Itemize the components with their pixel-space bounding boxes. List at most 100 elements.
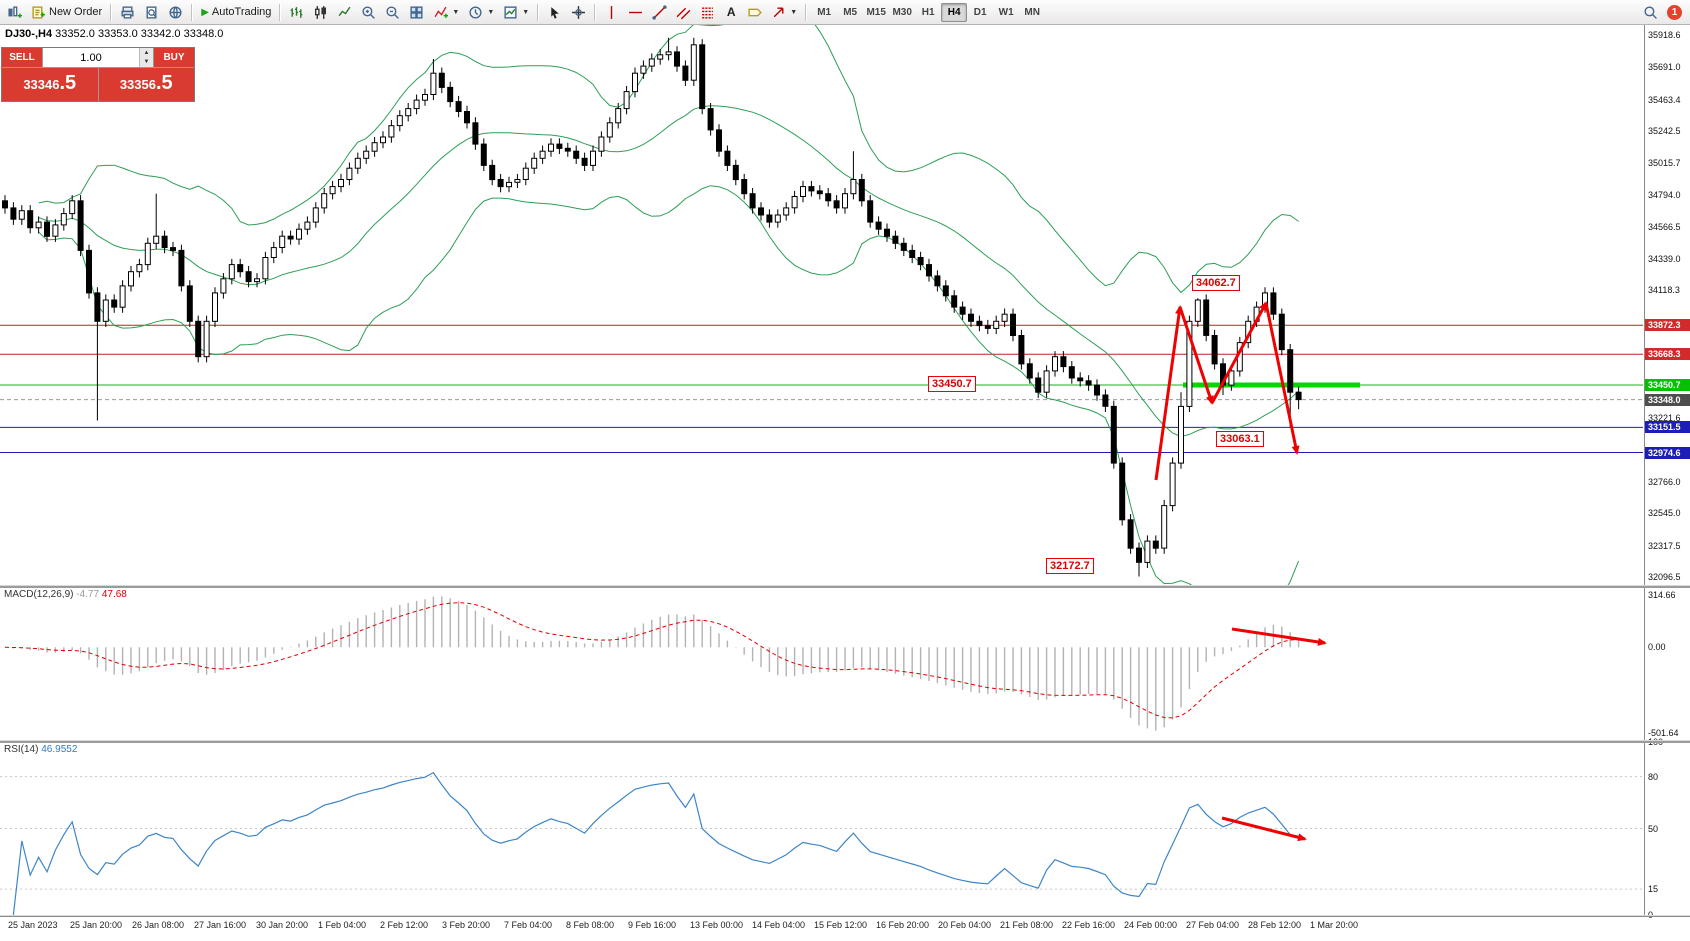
fibonacci-button[interactable] (696, 2, 719, 22)
autotrading-label: AutoTrading (211, 6, 272, 18)
globe-icon (169, 5, 182, 19)
date-tick: 22 Feb 16:00 (1062, 920, 1116, 930)
timeframe-m1[interactable]: M1 (811, 3, 837, 22)
bar-chart-button[interactable] (285, 2, 308, 22)
buy-price-frac: .5 (155, 72, 173, 94)
print-preview-icon (146, 5, 158, 19)
toolbar-separator (191, 3, 194, 21)
price-annotation[interactable]: 33450.7 (928, 376, 976, 392)
text-button[interactable]: A (720, 2, 742, 22)
sell-button[interactable]: SELL (2, 48, 42, 67)
rsi-pane[interactable]: RSI(14) 46.9552 (0, 742, 1643, 915)
price-chart-pane[interactable]: DJ30-,H4 33352.0 33353.0 33342.0 33348.0… (0, 25, 1643, 585)
search-button[interactable] (1639, 2, 1662, 22)
volume-input[interactable] (43, 48, 139, 67)
price-annotation[interactable]: 34062.7 (1192, 275, 1240, 291)
autotrading-button[interactable]: ▶ AutoTrading (197, 2, 275, 22)
volume-down-button[interactable]: ▼ (140, 57, 153, 67)
date-tick: 13 Feb 00:00 (690, 920, 744, 930)
vertical-line-button[interactable] (600, 2, 623, 22)
price-tick: 32096.5 (1648, 572, 1681, 582)
timeframe-mn[interactable]: MN (1019, 3, 1045, 22)
price-annotation[interactable]: 33063.1 (1216, 431, 1264, 447)
macd-label: MACD(12,26,9) -4.77 47.68 (4, 589, 127, 600)
toolbar-right-group: 1 (1639, 2, 1687, 22)
buy-button[interactable]: BUY (154, 48, 194, 67)
line-chart-icon (339, 6, 351, 16)
fibonacci-icon (702, 7, 714, 19)
dropdown-caret-icon: ▼ (790, 8, 798, 16)
print-preview-button[interactable] (140, 2, 163, 22)
red-price-tag: 33668.3 (1645, 348, 1690, 361)
date-tick: 9 Feb 16:00 (628, 920, 677, 930)
trendline-button[interactable] (648, 2, 671, 22)
timeframe-m5[interactable]: M5 (837, 3, 863, 22)
timeframe-d1[interactable]: D1 (967, 3, 993, 22)
price-annotation[interactable]: 32172.7 (1046, 558, 1094, 574)
new-order-button[interactable]: New Order (27, 2, 106, 22)
price-tick: 35015.7 (1648, 158, 1681, 169)
candlestick-chart-button[interactable] (309, 2, 332, 22)
line-chart-button[interactable] (333, 2, 356, 22)
sell-price[interactable]: 33346.5 (2, 68, 98, 101)
new-order-label: New Order (49, 6, 103, 18)
globe-button[interactable] (164, 2, 187, 22)
search-icon (1644, 5, 1657, 19)
templates-icon (504, 5, 517, 19)
time-axis[interactable]: 25 Jan 2023 25 Jan 20:00 26 Jan 08:00 27 Ja… (0, 916, 1690, 941)
timeframe-w1[interactable]: W1 (993, 3, 1019, 22)
toolbar-separator (805, 3, 808, 21)
indicators-button[interactable]: ▼ (429, 2, 463, 22)
new-chart-icon (8, 5, 22, 18)
timeframe-h1[interactable]: H1 (915, 3, 941, 22)
text-label-button[interactable] (743, 2, 766, 22)
pane-splitter[interactable] (0, 740, 1690, 743)
buy-price[interactable]: 33356.5 (98, 68, 194, 101)
notification-badge[interactable]: 1 (1667, 4, 1682, 20)
periods-button[interactable]: ▼ (464, 2, 498, 22)
price-chart-canvas[interactable] (0, 25, 1643, 585)
price-axis[interactable]: 35918.6 35691.0 35463.4 35242.5 35015.7 34794… (1644, 25, 1690, 920)
price-tick: 32545.0 (1648, 508, 1681, 519)
trend-arrows (1154, 301, 1300, 481)
current-price-tag: 33348.0 (1645, 393, 1690, 406)
macd-canvas[interactable] (0, 587, 1643, 740)
new-order-icon (32, 5, 45, 19)
zoom-out-button[interactable] (381, 2, 404, 22)
rsi-annotation-arrow (1221, 816, 1307, 842)
candles-layer (2, 37, 1302, 577)
pane-splitter[interactable] (0, 585, 1690, 588)
price-tick: 33221.6 (1648, 412, 1681, 423)
price-tick: 32317.5 (1648, 540, 1681, 551)
arrows-button[interactable]: ▼ (767, 2, 801, 22)
price-tick: 35918.6 (1648, 30, 1681, 41)
horizontal-line-button[interactable] (624, 2, 647, 22)
templates-button[interactable]: ▼ (499, 2, 533, 22)
price-tick: 35463.4 (1648, 94, 1681, 105)
rsi-scale-tick: 50 (1648, 823, 1659, 834)
horizontal-line-icon (629, 11, 643, 13)
support-zone-bar (1183, 382, 1360, 388)
pane-splitter[interactable] (0, 915, 1690, 917)
main-toolbar: New Order ▶ AutoTrading ▼ ▼ ▼ (0, 0, 1690, 25)
cursor-button[interactable] (543, 2, 566, 22)
new-chart-button[interactable] (3, 2, 26, 22)
tile-windows-button[interactable] (405, 2, 428, 22)
rsi-canvas[interactable] (0, 742, 1643, 915)
macd-pane[interactable]: MACD(12,26,9) -4.77 47.68 (0, 587, 1643, 740)
date-tick: 25 Jan 20:00 (70, 920, 123, 930)
trendline-icon (652, 4, 667, 20)
equidistant-channel-icon (676, 7, 691, 19)
print-button[interactable] (116, 2, 139, 22)
crosshair-button[interactable] (567, 2, 590, 22)
equidistant-channel-button[interactable] (672, 2, 695, 22)
timeframe-m15[interactable]: M15 (863, 3, 889, 22)
timeframe-h4[interactable]: H4 (941, 3, 968, 22)
candlestick-chart-icon (315, 5, 327, 19)
crosshair-icon (572, 5, 586, 19)
zoom-out-icon (386, 5, 400, 19)
zoom-in-button[interactable] (357, 2, 380, 22)
bar-chart-icon (291, 6, 303, 18)
timeframe-m30[interactable]: M30 (889, 3, 915, 22)
volume-up-button[interactable]: ▲ (140, 48, 153, 58)
